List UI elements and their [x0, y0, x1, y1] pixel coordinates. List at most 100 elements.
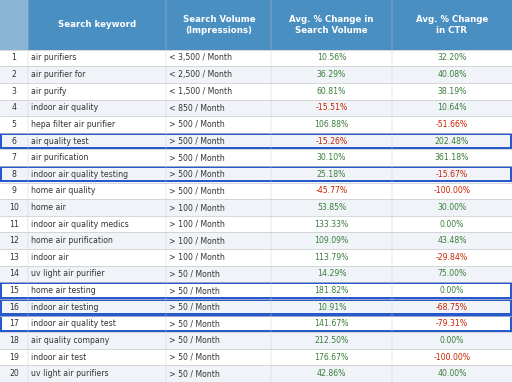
Text: 10.56%: 10.56% [317, 53, 346, 63]
Text: 212.50%: 212.50% [314, 336, 349, 345]
Text: 109.09%: 109.09% [314, 236, 349, 245]
Bar [166, 0, 271, 50]
Text: > 50 / Month: > 50 / Month [169, 286, 220, 295]
Text: > 100 / Month: > 100 / Month [169, 236, 225, 245]
Text: 53.85%: 53.85% [317, 203, 346, 212]
Text: -15.51%: -15.51% [315, 103, 348, 112]
Bar [392, 0, 512, 50]
Text: 3: 3 [12, 87, 16, 96]
Text: -100.00%: -100.00% [433, 186, 471, 196]
Text: < 1,500 / Month: < 1,500 / Month [169, 87, 232, 96]
Text: 113.79%: 113.79% [314, 253, 349, 262]
Text: -15.67%: -15.67% [436, 170, 468, 179]
Text: Search Volume
(Impressions): Search Volume (Impressions) [183, 15, 255, 35]
Bar [0, 166, 512, 183]
Text: 0.00%: 0.00% [440, 336, 464, 345]
Text: -100.00%: -100.00% [433, 353, 471, 362]
Text: < 850 / Month: < 850 / Month [169, 103, 225, 112]
Bar [0, 232, 512, 249]
Text: -79.31%: -79.31% [436, 319, 468, 329]
Bar [0, 365, 512, 382]
Text: -29.84%: -29.84% [436, 253, 468, 262]
Bar [1, 283, 511, 298]
Text: > 100 / Month: > 100 / Month [169, 220, 225, 229]
Text: 40.08%: 40.08% [437, 70, 466, 79]
Text: home air: home air [31, 203, 66, 212]
Bar [0, 332, 512, 349]
Text: 10.64%: 10.64% [437, 103, 466, 112]
Text: > 500 / Month: > 500 / Month [169, 120, 225, 129]
Text: < 3,500 / Month: < 3,500 / Month [169, 53, 232, 63]
Text: home air testing: home air testing [31, 286, 96, 295]
Text: -45.77%: -45.77% [315, 186, 348, 196]
Text: 10: 10 [9, 203, 19, 212]
Bar [0, 100, 512, 116]
Bar [28, 0, 166, 50]
Text: indoor air: indoor air [31, 253, 69, 262]
Text: air purification: air purification [31, 153, 89, 162]
Bar [1, 316, 511, 331]
Text: 361.18%: 361.18% [435, 153, 469, 162]
Text: Avg. % Change
in CTR: Avg. % Change in CTR [416, 15, 488, 35]
Text: < 2,500 / Month: < 2,500 / Month [169, 70, 232, 79]
Text: 14.29%: 14.29% [317, 269, 346, 278]
Text: 0.00%: 0.00% [440, 286, 464, 295]
Bar [0, 249, 512, 266]
Bar [0, 50, 512, 66]
Bar [0, 199, 512, 216]
Text: air purifiers: air purifiers [31, 53, 77, 63]
Text: 1: 1 [12, 53, 16, 63]
Text: 20: 20 [9, 369, 19, 378]
Text: uv light air purifiers: uv light air purifiers [31, 369, 109, 378]
Bar [0, 349, 512, 365]
Text: air quality company: air quality company [31, 336, 110, 345]
Text: > 50 / Month: > 50 / Month [169, 336, 220, 345]
Text: hepa filter air purifier: hepa filter air purifier [31, 120, 115, 129]
Text: 181.82%: 181.82% [314, 286, 349, 295]
Bar [1, 134, 511, 148]
Text: air purifier for: air purifier for [31, 70, 86, 79]
Bar [0, 183, 512, 199]
Text: -51.66%: -51.66% [436, 120, 468, 129]
Text: 0.00%: 0.00% [440, 220, 464, 229]
Text: 43.48%: 43.48% [437, 236, 466, 245]
Text: 30.10%: 30.10% [317, 153, 346, 162]
Bar [0, 149, 512, 166]
Bar [0, 316, 512, 332]
Text: 15: 15 [9, 286, 19, 295]
Bar [0, 83, 512, 99]
Text: > 50 / Month: > 50 / Month [169, 319, 220, 329]
Text: indoor air quality testing: indoor air quality testing [31, 170, 129, 179]
Text: 10.91%: 10.91% [317, 303, 346, 312]
Text: 106.88%: 106.88% [314, 120, 349, 129]
Bar [0, 216, 512, 232]
Text: 11: 11 [9, 220, 19, 229]
Text: indoor air quality: indoor air quality [31, 103, 98, 112]
Text: > 50 / Month: > 50 / Month [169, 269, 220, 278]
Text: -68.75%: -68.75% [436, 303, 468, 312]
Text: 8: 8 [12, 170, 16, 179]
Text: 12: 12 [9, 236, 19, 245]
Text: 40.00%: 40.00% [437, 369, 466, 378]
Text: > 500 / Month: > 500 / Month [169, 170, 225, 179]
Text: 14: 14 [9, 269, 19, 278]
Text: Avg. % Change in
Search Volume: Avg. % Change in Search Volume [289, 15, 374, 35]
Text: 32.20%: 32.20% [437, 53, 466, 63]
Text: 202.48%: 202.48% [435, 136, 469, 146]
Text: > 100 / Month: > 100 / Month [169, 253, 225, 262]
Bar [1, 167, 511, 181]
Text: 7: 7 [12, 153, 16, 162]
Text: air purify: air purify [31, 87, 67, 96]
Bar [0, 299, 512, 316]
Text: 9: 9 [12, 186, 16, 196]
Text: 141.67%: 141.67% [314, 319, 349, 329]
Text: air quality test: air quality test [31, 136, 89, 146]
Text: 75.00%: 75.00% [437, 269, 466, 278]
Text: 16: 16 [9, 303, 19, 312]
Text: home air quality: home air quality [31, 186, 96, 196]
Bar [0, 0, 28, 50]
Text: > 500 / Month: > 500 / Month [169, 153, 225, 162]
Text: 6: 6 [12, 136, 16, 146]
Bar [0, 66, 512, 83]
Text: > 50 / Month: > 50 / Month [169, 303, 220, 312]
